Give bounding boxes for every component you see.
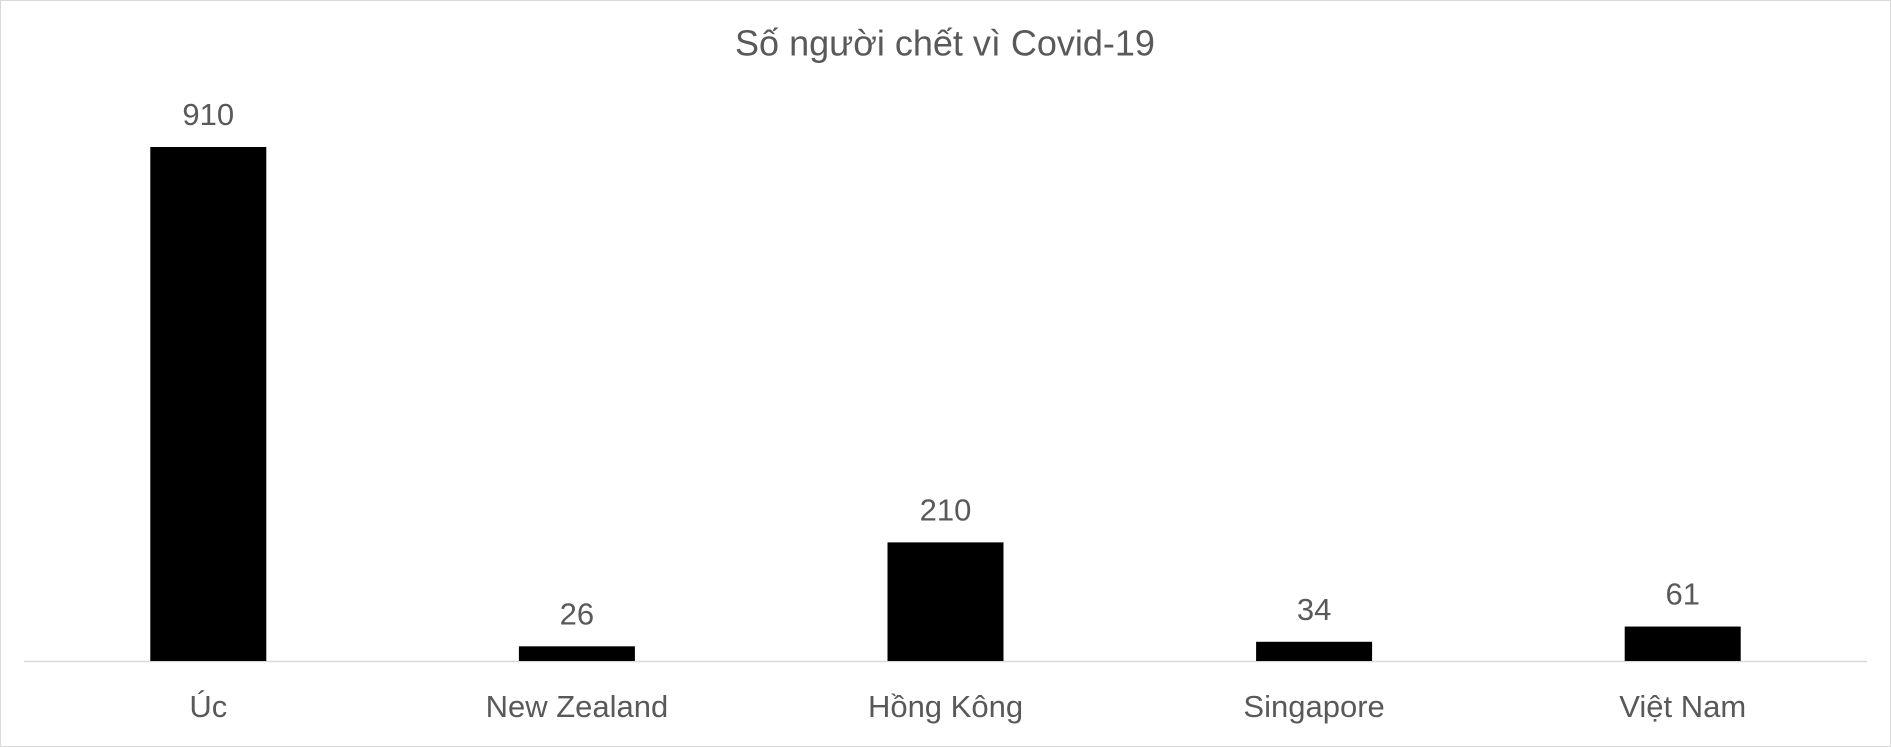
- x-tick-label: Singapore: [1243, 689, 1384, 724]
- x-tick-label: Úc: [189, 689, 227, 724]
- x-tick-label: Việt Nam: [1619, 689, 1746, 724]
- bar: [1256, 641, 1373, 661]
- data-label: 26: [560, 597, 594, 632]
- x-tick-label: New Zealand: [486, 689, 669, 724]
- bar: [887, 542, 1004, 661]
- data-label: 34: [1297, 592, 1331, 627]
- x-tick-label: Hồng Kông: [868, 689, 1023, 724]
- data-label: 210: [920, 493, 972, 528]
- bar: [150, 147, 267, 661]
- data-label: 910: [182, 97, 234, 132]
- bar: [1624, 626, 1741, 661]
- chart-title: Số người chết vì Covid-19: [735, 23, 1155, 64]
- bar: [518, 646, 635, 661]
- data-label: 61: [1665, 577, 1699, 612]
